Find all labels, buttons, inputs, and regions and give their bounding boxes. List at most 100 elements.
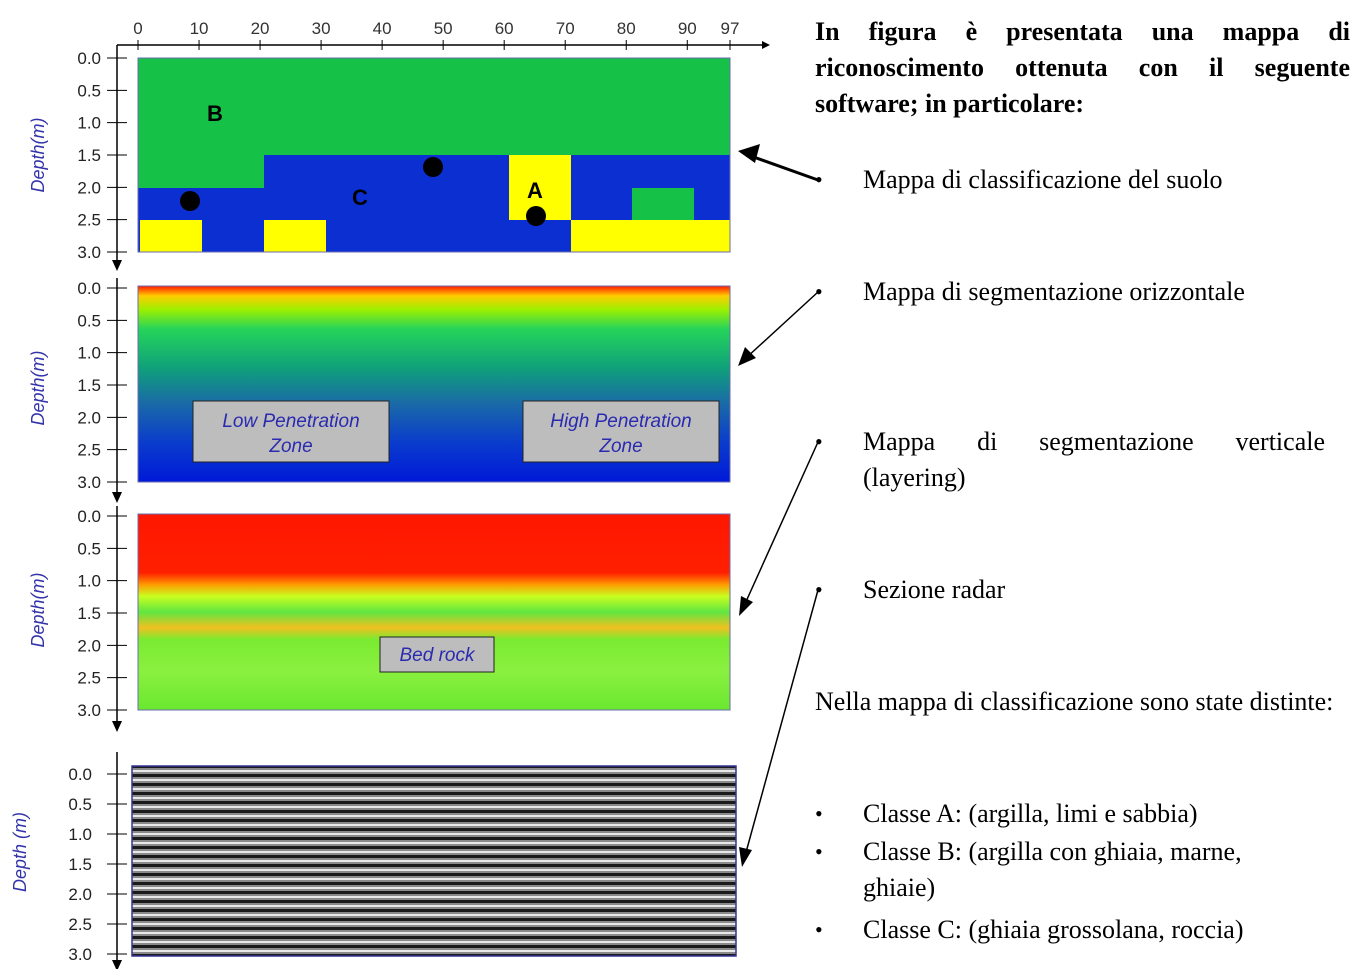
class-label-continued: ghiaie)	[863, 873, 936, 902]
classification-map-border	[137, 57, 731, 253]
depth-axis-arrowhead	[112, 721, 122, 732]
x-axis-tick-label: 50	[434, 19, 453, 38]
class-a-label: A	[527, 178, 543, 203]
x-axis-tick-label: 0	[133, 19, 142, 38]
class-label: Classe B: (argilla con ghiaia, marne,	[863, 837, 1242, 866]
high-penetration-zone-box	[522, 400, 720, 463]
horizontal-segmentation-border	[137, 285, 731, 483]
arrow-radar	[744, 589, 819, 857]
intro-text: In figura è presentata una mappa di rico…	[815, 17, 1350, 118]
class-item: • Classe B: (argilla con ghiaia, marne, …	[815, 834, 1350, 906]
horizontal-segmentation-panel: Low Penetration Zone High Penetration Zo…	[137, 285, 731, 483]
bedrock-label: Bed rock	[400, 645, 476, 666]
class-a-bottom-right	[571, 220, 730, 252]
x-axis-tick-label: 30	[312, 19, 331, 38]
depth-tick-label: 3.0	[77, 243, 101, 262]
pointer-arrows	[743, 153, 819, 857]
class-item: • Classe C: (ghiaia grossolana, roccia)	[815, 912, 1350, 948]
bullet-item: • Mappa di segmentazione verticale (laye…	[815, 424, 1350, 496]
depth-tick-label: 3.0	[68, 945, 92, 964]
bullet-item: • Mappa di classificazione del suolo	[815, 162, 1350, 198]
depth-axis-arrowhead	[112, 960, 122, 969]
depth-tick-label: 2.0	[77, 636, 101, 655]
depth-axis-label: Depth(m)	[28, 117, 48, 192]
depth-tick-label: 0.5	[77, 539, 101, 558]
classification-note: Nella mappa di classificazione sono stat…	[815, 687, 1334, 716]
bullet-item: • Sezione radar	[815, 572, 1350, 608]
bullet-dot: •	[815, 429, 823, 454]
bullet-dot: •	[815, 839, 823, 864]
depth-axis-label: Depth(m)	[28, 572, 48, 647]
low-penetration-label-line1: Low Penetration	[222, 411, 359, 432]
class-c-label: C	[352, 185, 368, 210]
x-axis-tick-label: 97	[721, 19, 740, 38]
x-axis-tick-label: 60	[495, 19, 514, 38]
low-penetration-label-line2: Zone	[268, 436, 312, 457]
depth-tick-label: 0.5	[77, 311, 101, 330]
bullet-dot: •	[815, 577, 823, 602]
class-b-label: B	[207, 101, 223, 126]
bullet-label: Mappa di segmentazione verticale	[863, 427, 1325, 456]
arrow-horizontal	[745, 291, 819, 359]
depth-axis-arrowhead	[112, 260, 122, 271]
x-axis-tick-label: 10	[190, 19, 209, 38]
arrow-vertical	[743, 441, 819, 607]
sample-marker	[180, 191, 200, 211]
depth-tick-label: 0.5	[77, 81, 101, 100]
depth-tick-label: 1.5	[77, 376, 101, 395]
class-label: Classe C: (ghiaia grossolana, roccia)	[863, 915, 1244, 944]
x-axis-tick-label: 70	[556, 19, 575, 38]
bullet-label: Mappa di segmentazione orizzontale	[863, 277, 1245, 306]
depth-tick-label: 1.5	[77, 146, 101, 165]
high-penetration-label-line1: High Penetration	[550, 411, 692, 432]
depth-tick-label: 1.0	[77, 344, 101, 363]
depth-tick-label: 3.0	[77, 473, 101, 492]
arrowhead	[739, 596, 753, 616]
vertical-segmentation-panel: Bed rock	[137, 513, 731, 711]
depth-tick-label: 2.0	[77, 408, 101, 427]
depth-tick-label: 0.0	[77, 507, 101, 526]
depth-tick-label: 3.0	[77, 701, 101, 720]
depth-tick-label: 1.0	[77, 114, 101, 133]
bullet-label: Mappa di classificazione del suolo	[863, 165, 1223, 194]
depth-tick-label: 2.5	[77, 211, 101, 230]
bullet-dot: •	[815, 279, 823, 304]
bullet-dot: •	[815, 167, 823, 192]
vertical-segmentation-border	[137, 513, 731, 711]
depth-tick-label: 2.5	[77, 669, 101, 688]
x-axis-tick-label: 40	[373, 19, 392, 38]
depth-tick-label: 1.0	[68, 825, 92, 844]
depth-axes: 0.0 0.5 1.0 1.5 2.0 2.5 3.0 0.0 0.5 1.0 1.5 2.0 2.5 3…	[68, 45, 127, 969]
low-penetration-zone-box	[192, 400, 390, 463]
depth-tick-label: 1.0	[77, 572, 101, 591]
high-penetration-label-line2: Zone	[598, 436, 642, 457]
sample-marker	[423, 157, 443, 177]
bedrock-box	[379, 636, 495, 673]
class-a-bottom-left	[140, 220, 202, 252]
arrowhead	[738, 347, 756, 366]
depth-tick-label: 2.5	[68, 915, 92, 934]
class-a-bottom-mid	[264, 220, 326, 252]
bullet-dot: •	[815, 917, 823, 942]
top-x-axis-arrowhead	[762, 41, 770, 49]
radar-section-image	[132, 766, 736, 956]
depth-tick-label: 1.5	[77, 604, 101, 623]
depth-tick-label: 1.5	[68, 855, 92, 874]
bullet-label: Sezione radar	[863, 575, 1006, 604]
depth-tick-label: 0.0	[77, 49, 101, 68]
depth-axis-label: Depth(m)	[28, 350, 48, 425]
class-item: • Classe A: (argilla, limi e sabbia)	[815, 796, 1350, 832]
x-axis-tick-label: 90	[678, 19, 697, 38]
arrowhead	[738, 144, 760, 163]
depth-axis-arrowhead	[112, 492, 122, 503]
depth-tick-label: 2.0	[77, 178, 101, 197]
depth-axis-label-radar: Depth (m)	[10, 812, 30, 892]
depth-tick-label: 0.0	[77, 279, 101, 298]
depth-tick-label: 0.0	[68, 765, 92, 784]
arrowhead	[739, 847, 752, 867]
bullet-item: • Mappa di segmentazione orizzontale	[815, 274, 1350, 310]
class-label: Classe A: (argilla, limi e sabbia)	[863, 799, 1198, 828]
vertical-segmentation-image	[138, 514, 730, 710]
x-axis-tick-label: 80	[617, 19, 636, 38]
